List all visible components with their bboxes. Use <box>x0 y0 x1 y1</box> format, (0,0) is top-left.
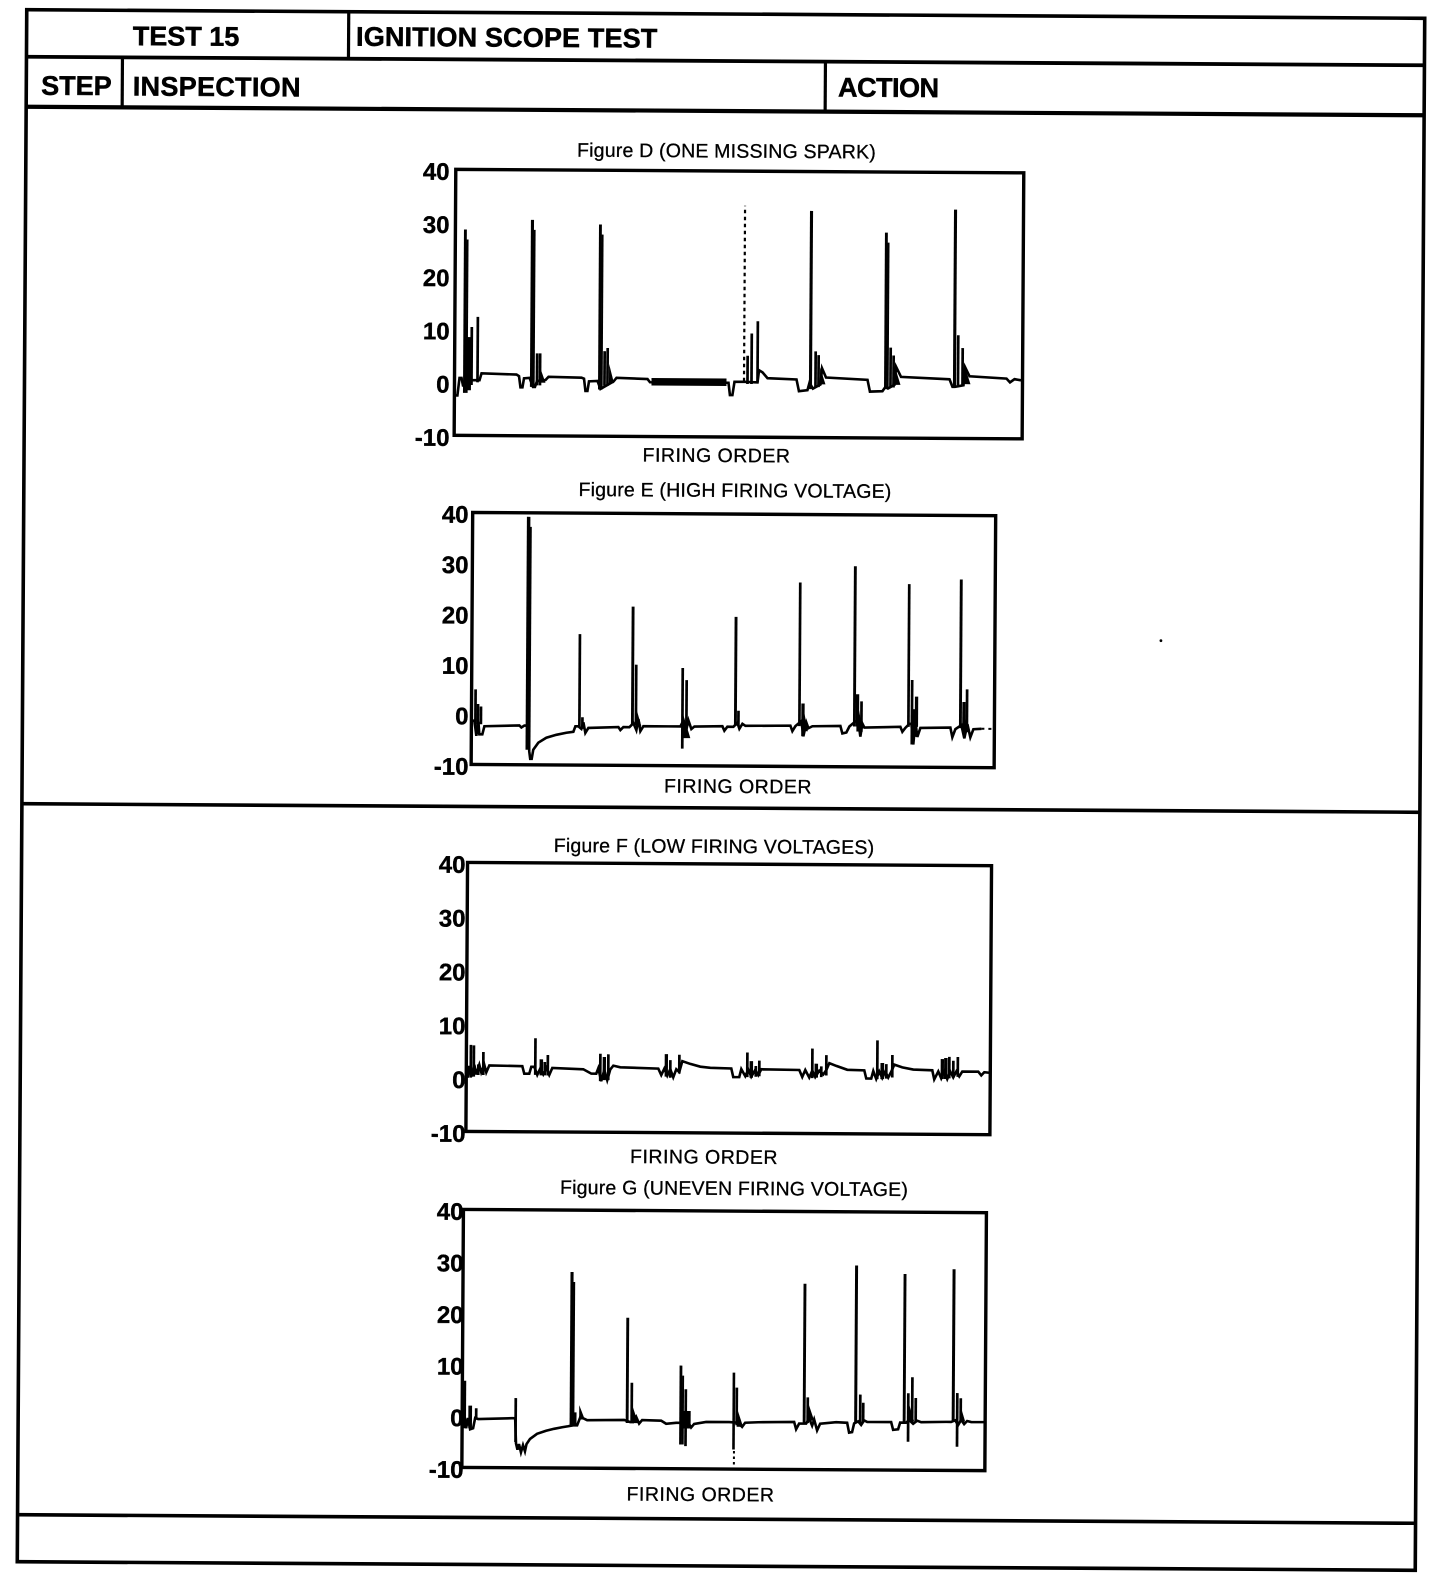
svg-text:0: 0 <box>450 1405 464 1432</box>
svg-text:-10: -10 <box>429 1457 464 1484</box>
svg-text:10: 10 <box>442 653 469 680</box>
svg-text:Figure F (LOW FIRING VOLTAGES): Figure F (LOW FIRING VOLTAGES) <box>554 835 875 859</box>
svg-text:TEST 15: TEST 15 <box>133 21 240 52</box>
svg-text:Figure D (ONE MISSING SPARK): Figure D (ONE MISSING SPARK) <box>577 140 876 164</box>
svg-text:40: 40 <box>439 852 466 879</box>
svg-text:30: 30 <box>423 212 450 239</box>
svg-text:10: 10 <box>439 1013 466 1040</box>
svg-text:FIRING ORDER: FIRING ORDER <box>664 776 812 799</box>
svg-text:IGNITION SCOPE TEST: IGNITION SCOPE TEST <box>356 22 658 54</box>
svg-text:20: 20 <box>437 1302 464 1329</box>
svg-text:30: 30 <box>439 905 466 932</box>
svg-text:-10: -10 <box>415 425 450 452</box>
svg-text:INSPECTION: INSPECTION <box>133 71 301 102</box>
svg-text:30: 30 <box>442 552 469 579</box>
svg-text:20: 20 <box>442 602 469 629</box>
svg-text:0: 0 <box>436 372 450 399</box>
svg-text:-10: -10 <box>434 754 469 781</box>
svg-text:20: 20 <box>423 265 450 292</box>
svg-text:30: 30 <box>437 1250 464 1277</box>
svg-text:Figure G (UNEVEN FIRING VOLTAG: Figure G (UNEVEN FIRING VOLTAGE) <box>560 1177 908 1201</box>
svg-text:FIRING ORDER: FIRING ORDER <box>626 1484 774 1507</box>
svg-text:STEP: STEP <box>41 71 112 101</box>
svg-text:0: 0 <box>455 703 469 730</box>
svg-text:0: 0 <box>452 1067 466 1094</box>
svg-text:ACTION: ACTION <box>838 73 939 104</box>
svg-text:FIRING ORDER: FIRING ORDER <box>643 445 791 468</box>
svg-text:40: 40 <box>437 1199 464 1226</box>
svg-text:Figure E (HIGH FIRING VOLTAGE): Figure E (HIGH FIRING VOLTAGE) <box>578 479 891 503</box>
svg-text:-10: -10 <box>431 1121 466 1148</box>
svg-text:40: 40 <box>442 502 469 529</box>
svg-text:10: 10 <box>423 318 450 345</box>
svg-text:40: 40 <box>423 159 450 186</box>
svg-text:10: 10 <box>437 1353 464 1380</box>
svg-text:20: 20 <box>439 959 466 986</box>
svg-text:FIRING ORDER: FIRING ORDER <box>630 1146 778 1169</box>
